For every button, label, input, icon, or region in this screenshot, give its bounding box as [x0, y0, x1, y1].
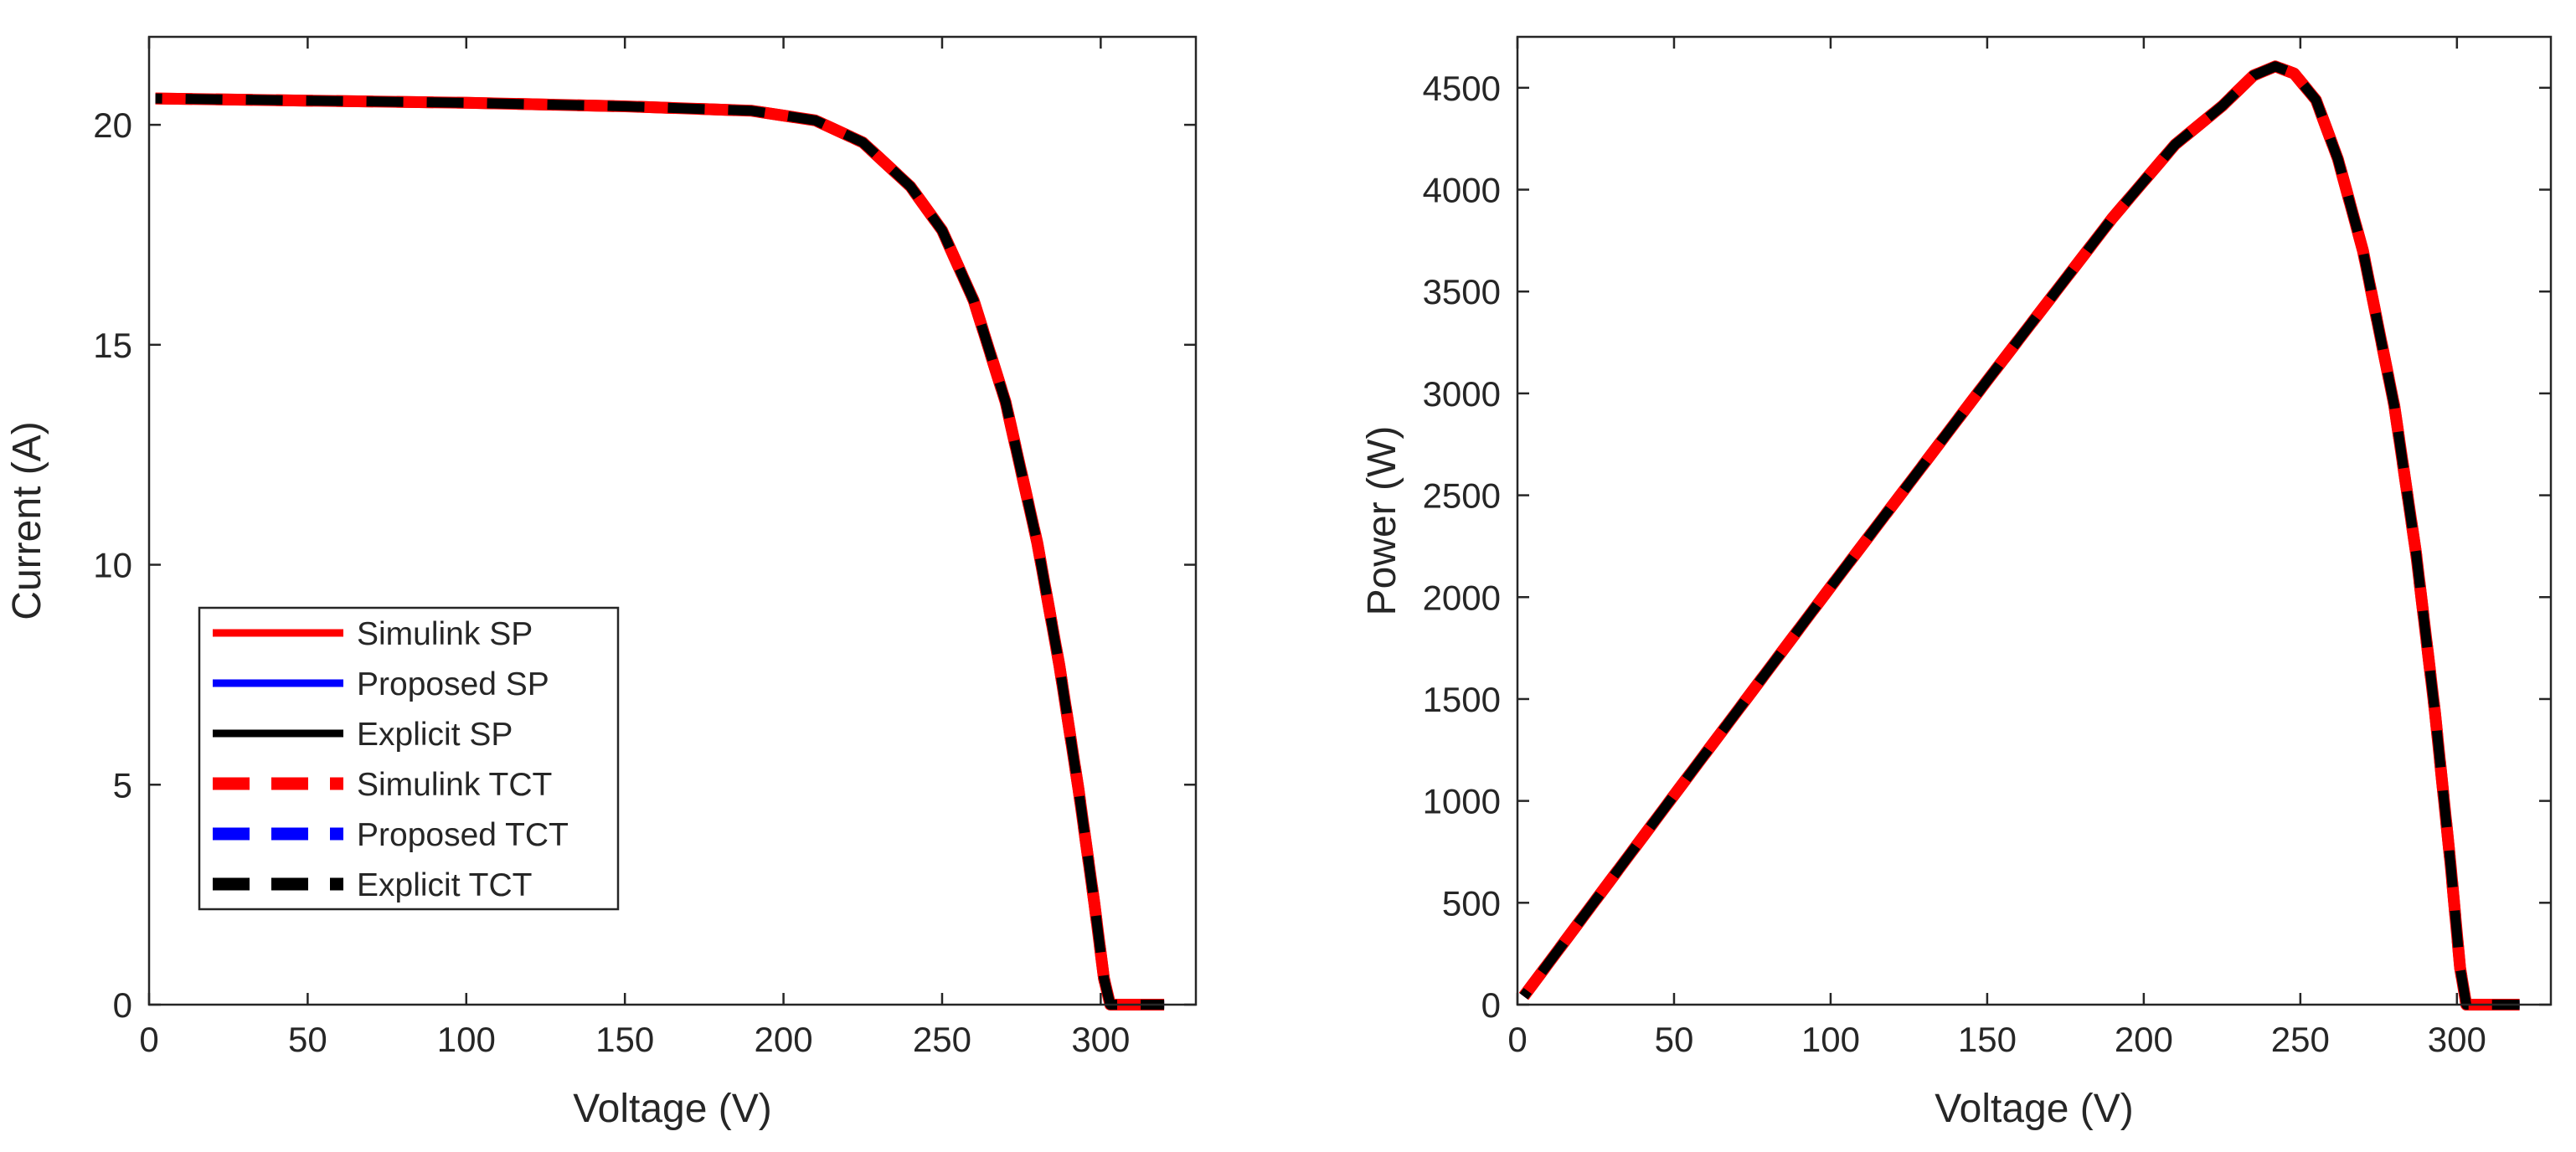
- y-tick-label: 3500: [1423, 272, 1501, 311]
- axes-box: [1516, 35, 2553, 1006]
- series-line-explicit-tct: [155, 93, 1165, 1010]
- y-tick-label: 4500: [1423, 69, 1501, 108]
- power-voltage-chart: 0 50 100 150 200 250 3000500100015002000250030…: [1360, 35, 2553, 1131]
- axes-box: [147, 35, 1198, 1006]
- x-tick-label: 50: [1655, 1020, 1694, 1059]
- legend-box: [198, 606, 620, 911]
- x-axis-label: Voltage (V): [1935, 1087, 2133, 1131]
- y-axis-label: Power (W): [1360, 426, 1404, 616]
- legend-label: Proposed SP: [357, 666, 549, 702]
- y-tick-label: 1000: [1423, 782, 1501, 821]
- y-tick-label: 15: [93, 326, 132, 365]
- y-tick-label: 2000: [1423, 578, 1501, 617]
- current-voltage-chart: 0 50 100 150 200 250 300 0 5 10 15 20 Voltage (V) Cur…: [5, 35, 1198, 1131]
- x-tick-label: 100: [437, 1020, 496, 1059]
- x-tick-label: 200: [2115, 1020, 2173, 1059]
- legend: Simulink SP Proposed SP Explicit SP Simulin…: [198, 606, 620, 911]
- x-tick-label: 0: [1507, 1020, 1527, 1059]
- x-tick-label: 300: [2428, 1020, 2486, 1059]
- series-group: [155, 92, 1165, 1011]
- series-line-explicit-tct: [1519, 61, 2520, 1010]
- legend-label: Proposed TCT: [357, 817, 569, 853]
- x-tick-label: 150: [1958, 1020, 2017, 1059]
- series-group: [1518, 60, 2520, 1011]
- y-tick-label: 2500: [1423, 476, 1501, 516]
- x-tick-label: 250: [2271, 1020, 2330, 1059]
- legend-label: Simulink TCT: [357, 767, 552, 803]
- y-tick-label: 3000: [1423, 374, 1501, 414]
- y-tick-label: 0: [1481, 985, 1501, 1025]
- y-tick-label: 500: [1442, 883, 1501, 923]
- y-axis-label: Current (A): [5, 421, 49, 620]
- legend-label: Explicit TCT: [357, 867, 532, 903]
- x-tick-label: 300: [1071, 1020, 1130, 1059]
- plot-area: [1517, 37, 2551, 1005]
- x-tick-label: 50: [288, 1020, 327, 1059]
- y-tick-label: 10: [93, 546, 132, 585]
- y-tick-label: 0: [113, 985, 132, 1025]
- legend-label: Simulink SP: [357, 616, 533, 652]
- x-tick-label: 100: [1801, 1020, 1860, 1059]
- x-tick-label: 0: [139, 1020, 158, 1059]
- x-tick-label: 150: [595, 1020, 654, 1059]
- y-tick-label: 5: [113, 765, 132, 805]
- y-tick-label: 4000: [1423, 171, 1501, 210]
- x-tick-label: 200: [755, 1020, 813, 1059]
- x-axis-label: Voltage (V): [573, 1087, 771, 1131]
- legend-label: Explicit SP: [357, 717, 513, 753]
- x-tick-label: 250: [913, 1020, 971, 1059]
- y-tick-label: 20: [93, 105, 132, 145]
- y-tick-label: 1500: [1423, 680, 1501, 719]
